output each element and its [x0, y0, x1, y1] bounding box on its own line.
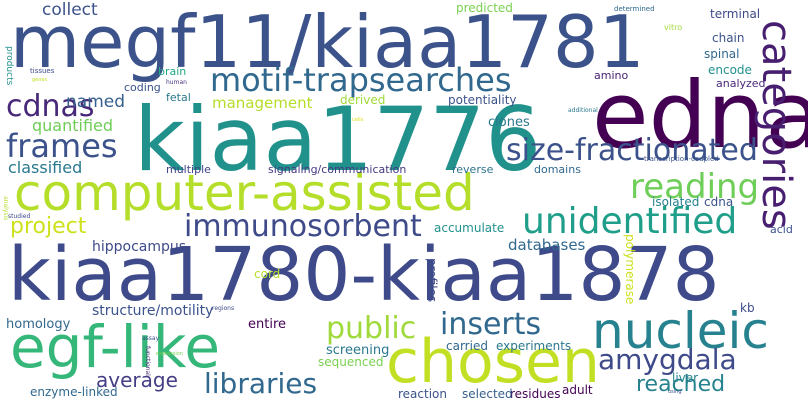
word-products: products	[4, 46, 14, 86]
word-reaction: reaction	[398, 387, 447, 401]
word-classified: classified	[8, 158, 83, 177]
word-inserts: inserts	[440, 307, 542, 342]
word-size-fractionated: size-fractionated	[506, 133, 758, 168]
word-experiments: experiments	[496, 339, 572, 353]
word-human: human	[166, 79, 187, 86]
word-adult: adult	[562, 383, 593, 397]
word-brain: brain	[158, 65, 187, 78]
word-immunosorbent: immunosorbent	[184, 209, 422, 244]
word-categories: categories	[753, 20, 799, 230]
word-structure-motility: structure/motility	[92, 303, 214, 319]
word-analysis: analysis	[2, 196, 9, 221]
word-cells: cells	[352, 117, 364, 123]
word-reading: reading	[630, 167, 760, 207]
word-liver: liver	[672, 371, 699, 385]
word-encode: encode	[708, 63, 752, 77]
word-derived: derived	[340, 93, 386, 107]
word-edna: edna	[592, 62, 808, 169]
word-expression: expression	[156, 351, 183, 357]
word-studied: studied	[8, 213, 31, 220]
word-sequenced: sequenced	[318, 355, 384, 369]
word-profiles: profiles	[425, 258, 439, 303]
word-genes: genes	[32, 77, 48, 83]
word-clones: clones	[488, 115, 530, 130]
word-tissues: tissues	[30, 67, 55, 75]
word-quantified: quantified	[32, 116, 114, 135]
word-collect: collect	[42, 0, 98, 20]
word-potentiality: potentiality	[448, 93, 517, 107]
word-reached: reached	[636, 372, 726, 397]
word-entire: entire	[248, 317, 287, 332]
word-cord: cord	[254, 267, 281, 281]
word-determined: determined	[614, 5, 655, 13]
word-carried: carried	[446, 339, 488, 353]
word-fetal: fetal	[166, 91, 191, 104]
word-acid: acid	[770, 223, 793, 236]
word-kiaa1780-kiaa1878: kiaa1780-kiaa1878	[8, 232, 720, 318]
word-nucleic: nucleic	[592, 302, 769, 360]
word-using: using	[668, 389, 682, 395]
word-kb: kb	[740, 301, 755, 315]
word-chain: chain	[712, 31, 745, 45]
word-frames: frames	[6, 127, 118, 165]
word-megf11-kiaa1781: megf11/kiaa1781	[10, 0, 645, 84]
word-kiaa1776: kiaa1776	[134, 88, 542, 191]
word-computer-assisted: computer-assisted	[14, 164, 475, 222]
word-unidentified: unidentified	[522, 201, 738, 242]
word-predicted: predicted	[456, 1, 513, 15]
word-terminal: terminal	[710, 7, 761, 21]
word-cdnas: cdnas	[6, 89, 95, 124]
word-named: named	[66, 92, 126, 112]
word-transcription-coupled: transcription-coupled	[644, 155, 719, 163]
word-assay: assay	[142, 335, 160, 342]
word-residues: residues	[510, 387, 561, 401]
word-amygdala: amygdala	[598, 343, 737, 376]
word-signaling-communication: signaling/communication	[268, 163, 407, 176]
word-average: average	[96, 368, 178, 392]
word-project: project	[10, 214, 87, 239]
word-polymerase: polymerase	[623, 234, 637, 305]
word-spinal: spinal	[704, 47, 740, 61]
word-egf-like: egf-like	[10, 313, 221, 381]
word-vitro: vitro	[664, 23, 683, 32]
word-cdna: cdna	[704, 195, 734, 209]
word-functional: functional	[144, 346, 151, 376]
word-domains: domains	[534, 163, 581, 176]
word-analyzed: analyzed	[716, 77, 766, 90]
word-reverse: reverse	[452, 163, 494, 176]
word-accumulate: accumulate	[434, 221, 505, 235]
word-chosen: chosen	[386, 327, 600, 397]
word-selected: selected	[462, 387, 513, 401]
word-amino: amino	[594, 69, 629, 82]
word-motif-trapsearches: motif-trapsearches	[210, 61, 512, 99]
word-management: management	[212, 94, 313, 112]
word-regions: regions	[212, 305, 235, 312]
word-enzyme-linked: enzyme-linked	[30, 385, 118, 399]
word-homology: homology	[6, 317, 71, 332]
word-public: public	[326, 311, 417, 346]
word-additional: additional	[568, 107, 598, 114]
word-screening: screening	[326, 343, 390, 358]
word-databases: databases	[508, 236, 586, 254]
word-multiple: multiple	[166, 163, 211, 176]
word-libraries: libraries	[204, 367, 318, 400]
word-isolated: isolated	[652, 195, 700, 209]
word-hippocampus: hippocampus	[92, 239, 187, 255]
word-coding: coding	[124, 81, 161, 94]
